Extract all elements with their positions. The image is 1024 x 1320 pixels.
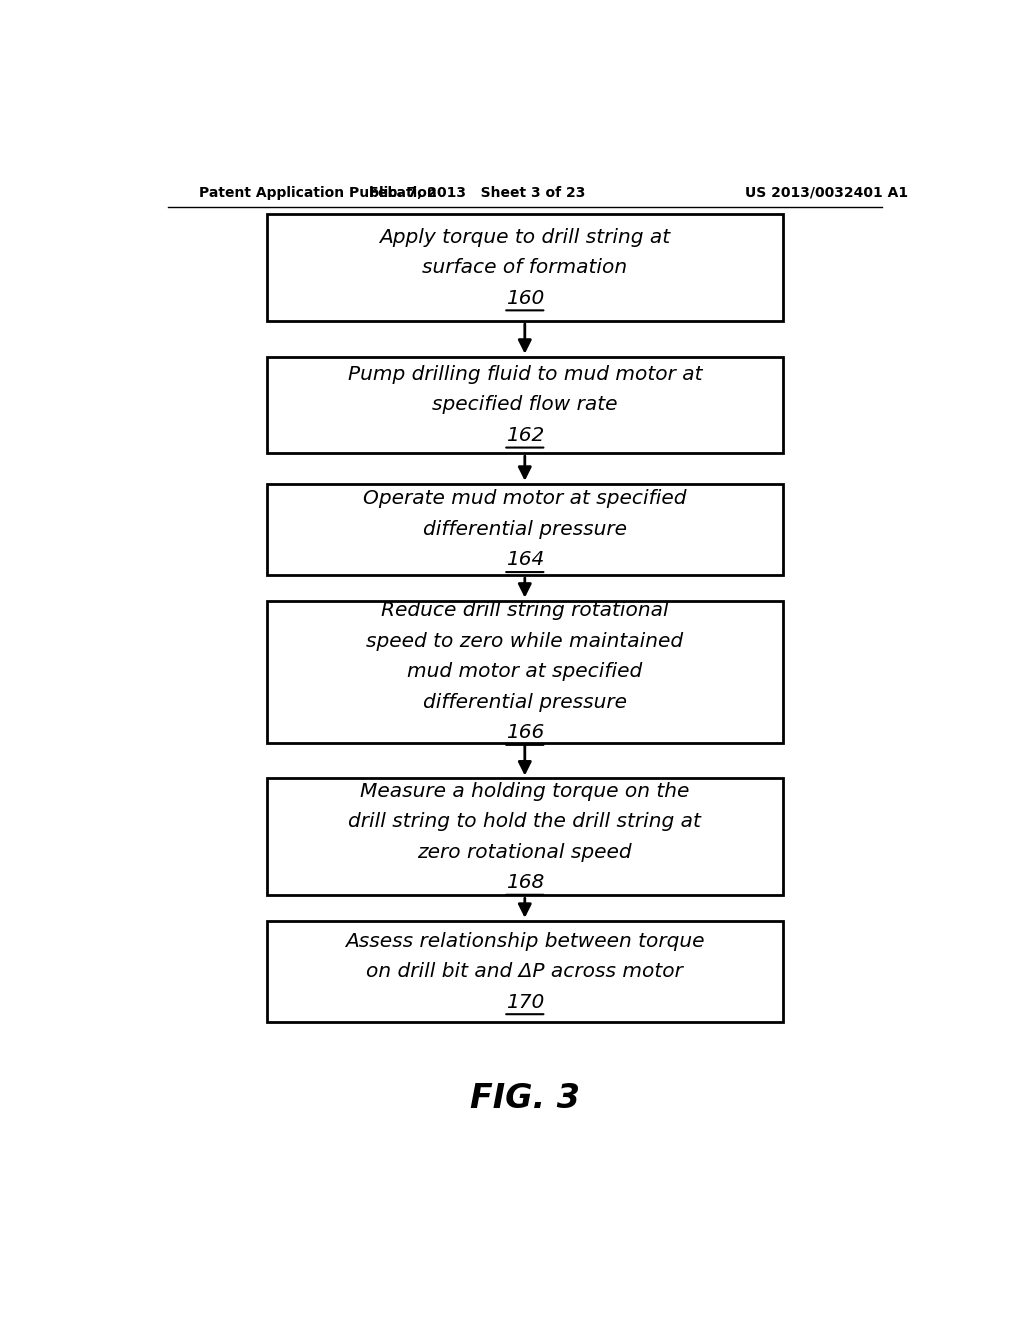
- FancyBboxPatch shape: [267, 214, 782, 321]
- FancyBboxPatch shape: [267, 483, 782, 576]
- Text: 160: 160: [506, 289, 544, 308]
- Text: specified flow rate: specified flow rate: [432, 396, 617, 414]
- Text: 166: 166: [506, 723, 544, 742]
- Text: drill string to hold the drill string at: drill string to hold the drill string at: [348, 812, 701, 832]
- Text: Measure a holding torque on the: Measure a holding torque on the: [360, 781, 689, 801]
- Text: differential pressure: differential pressure: [423, 520, 627, 539]
- FancyBboxPatch shape: [267, 921, 782, 1022]
- Text: 168: 168: [506, 873, 544, 892]
- Text: FIG. 3: FIG. 3: [470, 1082, 580, 1115]
- Text: Pump drilling fluid to mud motor at: Pump drilling fluid to mud motor at: [347, 364, 702, 384]
- Text: 170: 170: [506, 993, 544, 1011]
- Text: speed to zero while maintained: speed to zero while maintained: [367, 632, 683, 651]
- Text: Operate mud motor at specified: Operate mud motor at specified: [364, 490, 686, 508]
- FancyBboxPatch shape: [267, 356, 782, 453]
- FancyBboxPatch shape: [267, 601, 782, 743]
- Text: differential pressure: differential pressure: [423, 693, 627, 711]
- Text: zero rotational speed: zero rotational speed: [418, 842, 632, 862]
- FancyBboxPatch shape: [267, 779, 782, 895]
- Text: 162: 162: [506, 426, 544, 445]
- Text: mud motor at specified: mud motor at specified: [408, 663, 642, 681]
- Text: Apply torque to drill string at: Apply torque to drill string at: [379, 227, 671, 247]
- Text: Patent Application Publication: Patent Application Publication: [200, 186, 437, 199]
- Text: Reduce drill string rotational: Reduce drill string rotational: [381, 601, 669, 620]
- Text: Assess relationship between torque: Assess relationship between torque: [345, 932, 705, 950]
- Text: 164: 164: [506, 550, 544, 569]
- Text: on drill bit and ΔP across motor: on drill bit and ΔP across motor: [367, 962, 683, 981]
- Text: surface of formation: surface of formation: [422, 259, 628, 277]
- Text: US 2013/0032401 A1: US 2013/0032401 A1: [744, 186, 908, 199]
- Text: Feb. 7, 2013   Sheet 3 of 23: Feb. 7, 2013 Sheet 3 of 23: [369, 186, 586, 199]
